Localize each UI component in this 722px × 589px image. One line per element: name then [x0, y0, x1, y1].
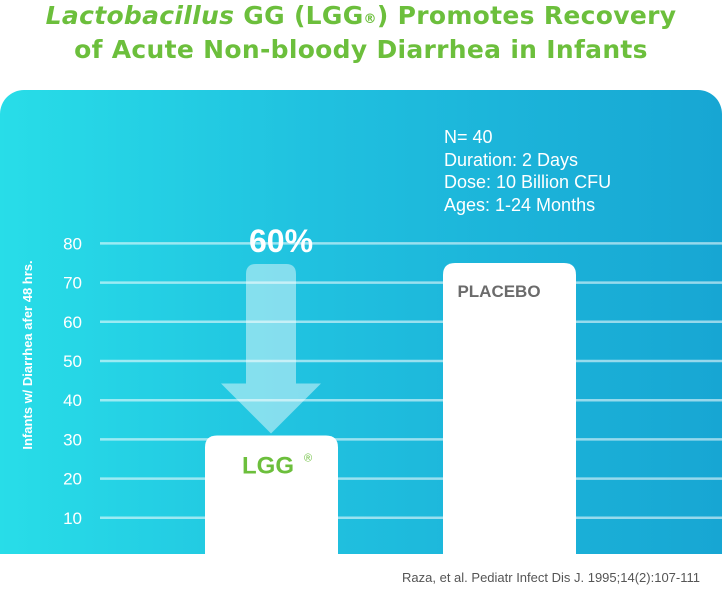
title-line-1: Lactobacillus GG (LGG®) Promotes Recover…: [0, 0, 722, 34]
y-tick-label: 30: [63, 430, 82, 449]
bar-label-lgg: LGG: [242, 452, 294, 479]
title-part: GG (LGG: [234, 1, 364, 30]
title-line-2: of Acute Non-bloody Diarrhea in Infants: [74, 35, 648, 64]
info-line: N= 40: [444, 127, 493, 147]
y-tick-label: 50: [63, 352, 82, 371]
down-arrow-icon: [221, 264, 321, 434]
y-tick-label: 80: [63, 234, 82, 253]
y-tick-label: 70: [63, 274, 82, 293]
bar-lgg: [205, 435, 338, 557]
citation: Raza, et al. Pediatr Infect Dis J. 1995;…: [402, 570, 700, 585]
title-part-end: ) Promotes Recovery: [376, 1, 677, 30]
arrow-percent-label: 60%: [249, 223, 313, 259]
y-tick-label: 40: [63, 391, 82, 410]
bar-label-placebo: PLACEBO: [457, 282, 540, 301]
registered-mark: ®: [363, 12, 377, 27]
registered-mark: ®: [304, 452, 312, 464]
bar-placebo: [443, 263, 576, 557]
info-line: Dose: 10 Billion CFU: [444, 172, 612, 192]
bar-rect: [205, 435, 338, 557]
y-tick-label: 60: [63, 313, 82, 332]
y-axis-label: Infants w/ Diarrhea afer 48 hrs.: [20, 260, 35, 450]
bar-rect: [443, 263, 576, 557]
title-italic-part: Lactobacillus: [45, 1, 235, 30]
info-line: Ages: 1-24 Months: [444, 194, 596, 215]
y-tick-label: 10: [63, 509, 82, 528]
study-info: N= 40 Duration: 2 Days Dose: 10 Billion CF…: [444, 126, 611, 216]
info-line: Duration: 2 Days: [444, 149, 579, 170]
y-tick-label: 20: [63, 470, 82, 489]
